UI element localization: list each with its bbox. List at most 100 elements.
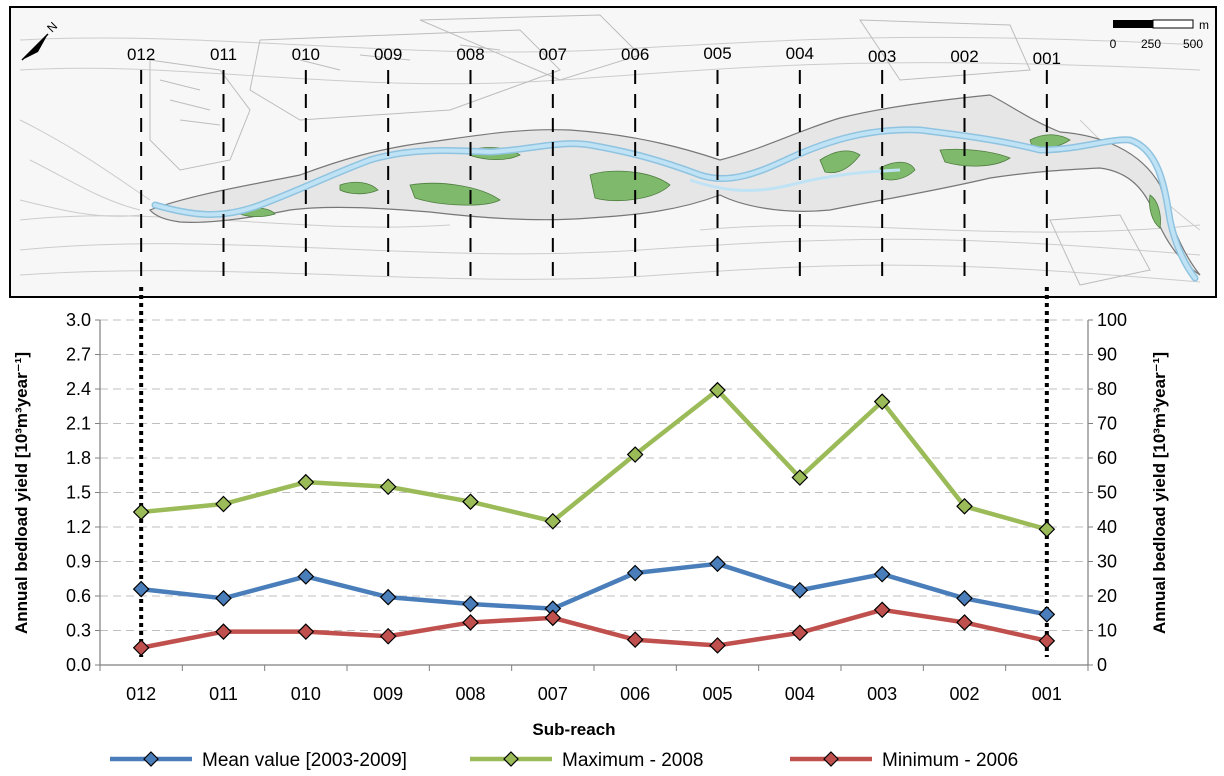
map-urban-area xyxy=(149,14,1151,286)
data-point xyxy=(379,588,397,606)
legend: Mean value [2003-2009] Maximum - 2008 Mini… xyxy=(110,750,1018,771)
y-axis-right-ticks: 0 10 20 30 40 50 60 70 80 90 100 xyxy=(1088,310,1127,675)
y-right-tick-label: 80 xyxy=(1097,379,1117,399)
data-point xyxy=(544,609,562,627)
legend-marker xyxy=(503,751,519,767)
data-point xyxy=(873,601,891,619)
reach-label: 012 xyxy=(127,45,155,64)
reach-label: 011 xyxy=(210,45,237,64)
reach-label: 002 xyxy=(950,47,978,66)
data-point xyxy=(297,623,315,640)
legend-marker xyxy=(823,751,839,767)
y-left-tick-label: 0.3 xyxy=(66,621,91,641)
reach-label: 001 xyxy=(1033,49,1061,68)
legend-label: Mean value [2003-2009] xyxy=(202,750,407,771)
data-point xyxy=(462,595,479,613)
series-line xyxy=(140,387,1048,532)
y-right-tick-label: 100 xyxy=(1097,310,1127,330)
y-axis-left-ticks: 0.0 0.3 0.6 0.9 1.2 1.5 1.8 2.1 2.4 2.7 3.0 xyxy=(66,310,100,675)
y-right-tick-label: 20 xyxy=(1097,586,1117,606)
data-point xyxy=(626,631,644,649)
y-right-tick-label: 30 xyxy=(1097,552,1117,572)
grid-lines xyxy=(100,319,1088,631)
scale-bar-white-segment xyxy=(1152,19,1194,29)
y-right-tick-label: 10 xyxy=(1097,621,1117,641)
data-point xyxy=(132,580,150,598)
x-tick-label: 007 xyxy=(538,684,568,704)
data-point xyxy=(709,381,726,399)
legend-item: Maximum - 2008 xyxy=(470,750,704,771)
scale-bar: m 0 250 500 xyxy=(1110,18,1209,51)
data-point xyxy=(1038,606,1056,623)
y-left-tick-label: 1.8 xyxy=(66,448,91,468)
legend-item: Minimum - 2006 xyxy=(790,750,1018,771)
x-tick-label: 008 xyxy=(455,684,485,704)
legend-item: Mean value [2003-2009] xyxy=(110,750,407,771)
reach-label: 007 xyxy=(539,45,567,64)
data-point xyxy=(873,565,891,583)
series-2 xyxy=(132,601,1056,657)
x-tick-label: 012 xyxy=(126,684,156,704)
data-point xyxy=(132,503,150,521)
data-point xyxy=(709,637,726,654)
data-point xyxy=(791,581,809,599)
y-right-tick-label: 90 xyxy=(1097,345,1117,365)
map-side-channel xyxy=(689,168,901,192)
data-point xyxy=(297,568,315,585)
x-tick-label: 010 xyxy=(291,684,321,704)
scale-bar-black-segment xyxy=(1113,20,1153,28)
reach-label: 005 xyxy=(703,44,731,63)
data-point xyxy=(215,623,232,640)
data-point xyxy=(462,493,479,511)
reach-label: 003 xyxy=(868,47,896,66)
data-point xyxy=(379,627,397,645)
y-left-tick-label: 3.0 xyxy=(66,310,91,330)
y-axis-title-right: Annual bedload yield [10³m³year⁻¹] xyxy=(1150,352,1169,634)
x-tick-label: 011 xyxy=(209,684,238,704)
north-arrow-tail xyxy=(21,33,49,61)
legend-label: Minimum - 2006 xyxy=(882,750,1018,771)
y-right-tick-label: 40 xyxy=(1097,517,1117,537)
x-tick-label: 009 xyxy=(373,684,403,704)
series-line xyxy=(140,607,1048,650)
x-tick-label: 003 xyxy=(867,684,897,704)
y-right-tick-label: 60 xyxy=(1097,448,1117,468)
y-left-tick-label: 2.4 xyxy=(66,379,91,399)
y-left-tick-label: 1.5 xyxy=(66,483,91,503)
y-left-tick-label: 1.2 xyxy=(66,517,91,537)
data-point xyxy=(956,589,973,607)
data-point xyxy=(379,478,397,496)
y-right-tick-label: 50 xyxy=(1097,483,1117,503)
data-point xyxy=(626,446,644,463)
scale-tick-250: 250 xyxy=(1141,37,1161,51)
x-tick-label: 002 xyxy=(949,684,979,704)
map-river-channel-inner xyxy=(153,127,1197,280)
data-point xyxy=(1038,632,1056,650)
legend-marker xyxy=(143,751,159,767)
data-point xyxy=(956,497,973,515)
reach-label: 004 xyxy=(786,44,814,63)
map-panel: 012 011 010 009 008 007 006 005 004 003 002 001 N m… xyxy=(9,6,1217,298)
y-left-tick-label: 0.9 xyxy=(66,552,91,572)
x-tick-label: 005 xyxy=(702,684,732,704)
y-right-tick-label: 0 xyxy=(1097,655,1107,675)
reach-markers xyxy=(140,70,1048,276)
data-point xyxy=(215,589,232,607)
reach-labels: 012 011 010 009 008 007 006 005 004 003 002 001 xyxy=(127,44,1061,68)
legend-label: Maximum - 2008 xyxy=(562,750,704,771)
reach-label: 009 xyxy=(374,45,402,64)
data-point xyxy=(791,469,809,486)
reach-label: 006 xyxy=(621,45,649,64)
y-left-tick-label: 0.6 xyxy=(66,586,91,606)
reach-label: 008 xyxy=(456,45,484,64)
data-point xyxy=(1038,520,1056,538)
data-point xyxy=(956,614,973,631)
y-left-tick-label: 2.1 xyxy=(66,414,91,434)
scale-tick-0: 0 xyxy=(1110,37,1117,51)
scale-unit: m xyxy=(1199,18,1209,32)
data-point xyxy=(132,639,150,657)
y-left-tick-label: 2.7 xyxy=(66,345,91,365)
x-tick-label: 001 xyxy=(1032,684,1062,704)
scale-tick-500: 500 xyxy=(1183,37,1203,51)
